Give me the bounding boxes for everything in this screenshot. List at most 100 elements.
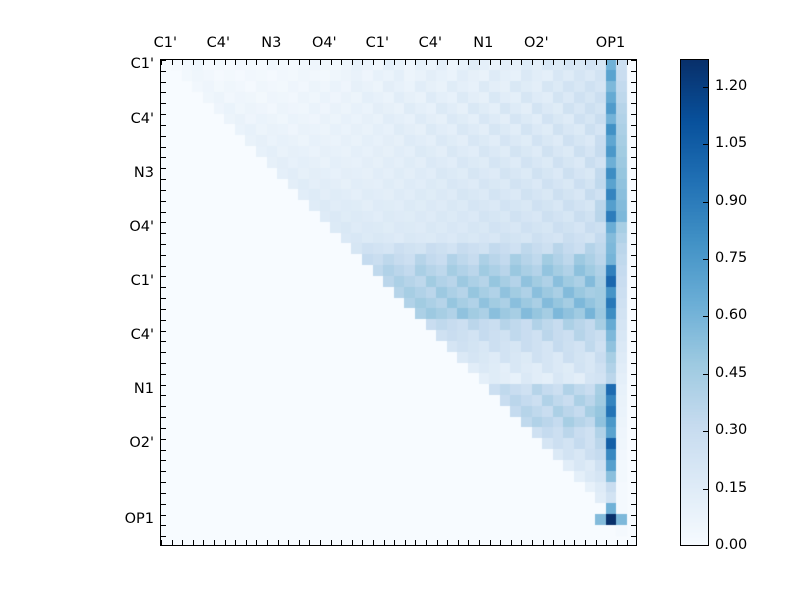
axis-tick	[631, 363, 636, 364]
axis-tick	[532, 540, 533, 545]
axis-tick	[596, 540, 597, 545]
axis-tick	[309, 60, 310, 65]
axis-tick	[161, 190, 166, 191]
axis-tick	[631, 320, 636, 321]
axis-tick	[161, 222, 166, 223]
axis-tick	[161, 341, 166, 342]
axis-tick	[161, 460, 166, 461]
colorbar[interactable]	[680, 59, 709, 546]
axis-tick	[437, 540, 438, 545]
axis-tick	[585, 60, 586, 65]
axis-tick	[606, 540, 607, 545]
axis-tick	[631, 276, 636, 277]
axis-tick	[182, 540, 183, 545]
axis-tick	[161, 233, 166, 234]
axis-tick	[225, 540, 226, 545]
axis-tick	[631, 212, 636, 213]
axis-tick	[161, 125, 166, 126]
heatmap-plot-area[interactable]	[160, 59, 637, 546]
axis-tick	[574, 60, 575, 65]
axis-tick	[585, 540, 586, 545]
axis-tick	[161, 276, 166, 277]
axis-tick	[564, 60, 565, 65]
axis-tick	[631, 125, 636, 126]
axis-tick	[631, 352, 636, 353]
axis-tick	[352, 60, 353, 65]
axis-tick	[631, 450, 636, 451]
axis-tick	[161, 406, 166, 407]
axis-tick	[596, 60, 597, 65]
axis-tick	[631, 298, 636, 299]
axis-tick	[161, 147, 166, 148]
axis-tick	[172, 540, 173, 545]
axis-tick	[161, 363, 166, 364]
axis-tick	[631, 222, 636, 223]
axis-tick	[553, 60, 554, 65]
axis-tick	[288, 540, 289, 545]
axis-tick	[193, 540, 194, 545]
axis-tick	[341, 60, 342, 65]
axis-tick	[631, 439, 636, 440]
axis-tick	[193, 60, 194, 65]
axis-tick	[373, 540, 374, 545]
axis-tick	[631, 471, 636, 472]
colorbar-tick-label: 0.60	[715, 307, 748, 323]
axis-tick	[161, 385, 166, 386]
y-tick-label: O2'	[129, 435, 154, 452]
axis-tick	[426, 540, 427, 545]
axis-tick	[299, 60, 300, 65]
axis-tick	[161, 157, 166, 158]
axis-tick	[246, 60, 247, 65]
axis-tick	[161, 374, 166, 375]
axis-tick	[394, 60, 395, 65]
axis-tick	[384, 540, 385, 545]
axis-tick	[161, 525, 166, 526]
axis-tick	[500, 540, 501, 545]
axis-tick	[161, 331, 166, 332]
colorbar-gradient	[681, 60, 708, 545]
axis-tick	[447, 60, 448, 65]
axis-tick	[352, 540, 353, 545]
axis-tick	[161, 114, 166, 115]
axis-tick	[182, 60, 183, 65]
axis-tick	[631, 385, 636, 386]
axis-tick	[631, 92, 636, 93]
axis-tick	[606, 60, 607, 65]
axis-tick	[203, 540, 204, 545]
axis-tick	[553, 540, 554, 545]
axis-tick	[631, 428, 636, 429]
axis-tick	[161, 71, 166, 72]
axis-tick	[161, 450, 166, 451]
axis-tick	[288, 60, 289, 65]
axis-tick	[161, 540, 162, 545]
axis-tick	[479, 60, 480, 65]
axis-tick	[362, 60, 363, 65]
axis-tick	[631, 82, 636, 83]
axis-tick	[161, 428, 166, 429]
axis-tick	[631, 233, 636, 234]
axis-tick	[631, 136, 636, 137]
axis-tick	[246, 540, 247, 545]
x-tick-label: O2'	[523, 35, 549, 51]
y-tick-label: C4'	[130, 326, 154, 343]
axis-tick	[631, 114, 636, 115]
axis-tick	[161, 515, 166, 516]
axis-tick	[627, 60, 628, 65]
axis-tick	[631, 504, 636, 505]
x-tick-label: N1	[473, 35, 494, 51]
x-tick-label: C4'	[418, 35, 442, 51]
colorbar-tick	[703, 489, 708, 490]
axis-tick	[631, 460, 636, 461]
axis-tick	[631, 103, 636, 104]
axis-tick	[426, 60, 427, 65]
axis-tick	[479, 540, 480, 545]
colorbar-tick	[703, 431, 708, 432]
axis-tick	[631, 255, 636, 256]
axis-tick	[627, 540, 628, 545]
axis-tick	[267, 540, 268, 545]
axis-tick	[511, 540, 512, 545]
axis-tick	[521, 540, 522, 545]
axis-tick	[384, 60, 385, 65]
axis-tick	[161, 504, 166, 505]
